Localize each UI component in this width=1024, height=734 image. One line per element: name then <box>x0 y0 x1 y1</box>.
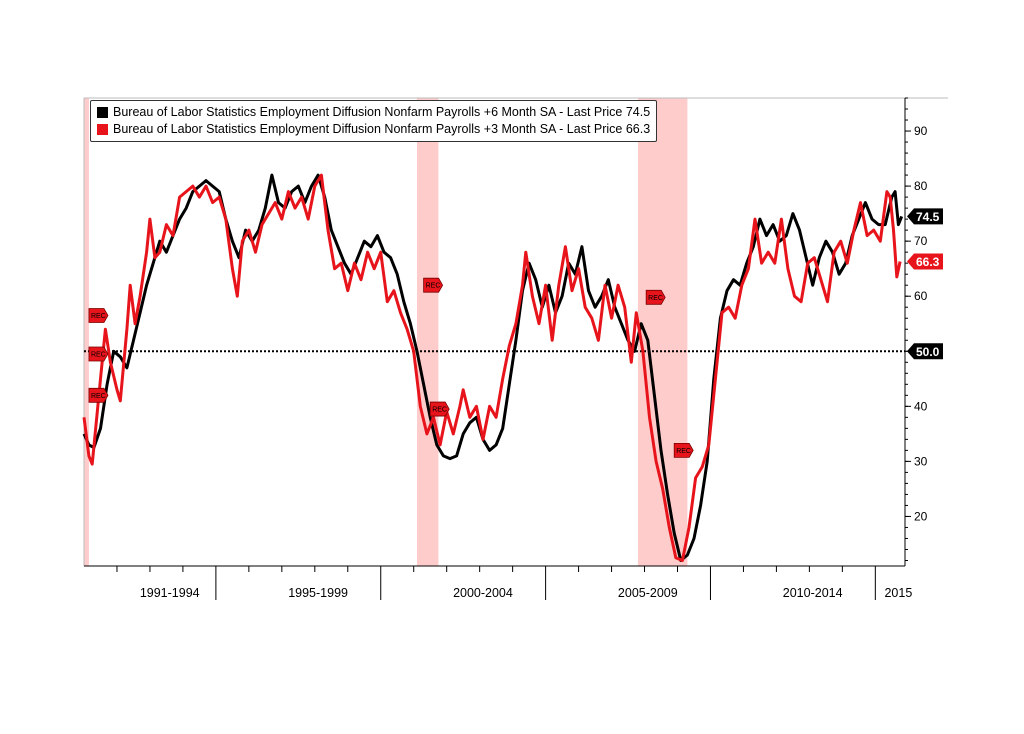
rec-marker-0: REC <box>88 308 109 323</box>
reference-tag-shape <box>907 343 943 360</box>
rec-marker-3: REC <box>423 277 444 293</box>
rec-marker-4: REC <box>429 401 450 417</box>
recession-band-1 <box>417 98 439 566</box>
rec-marker-shape <box>88 308 109 323</box>
rec-marker-label: REC <box>91 393 106 400</box>
rec-marker-shape <box>423 277 444 293</box>
recession-band-0 <box>84 98 89 566</box>
rec-marker-shape <box>88 346 109 362</box>
last-price-tag-1-text: 66.3 <box>916 255 940 269</box>
last-price-tag-0: 74.5 <box>907 208 943 225</box>
legend: Bureau of Labor Statistics Employment Di… <box>90 100 658 142</box>
rec-marker-label: REC <box>676 448 691 455</box>
y-tick-label-40: 40 <box>914 399 928 413</box>
rec-marker-shape <box>645 289 666 305</box>
x-period-label-4: 2010-2014 <box>783 586 843 600</box>
last-price-tag-0-shape <box>907 208 943 225</box>
rec-marker-2: REC <box>88 387 109 403</box>
rec-marker-label: REC <box>432 407 447 414</box>
series-line-1 <box>82 173 902 562</box>
y-tick-label-60: 60 <box>914 289 928 303</box>
rec-marker-label: REC <box>648 295 663 302</box>
rec-marker-label: REC <box>91 352 106 359</box>
rec-marker-5: REC <box>645 289 666 305</box>
rec-marker-1: REC <box>88 346 109 362</box>
last-price-tag-1-shape <box>907 253 943 270</box>
last-price-tag-0-text: 74.5 <box>916 210 940 224</box>
legend-item-3-month: Bureau of Labor Statistics Employment Di… <box>97 121 650 138</box>
rec-marker-label: REC <box>426 283 441 290</box>
rec-marker-6: REC <box>673 442 694 458</box>
last-price-tag-1: 66.3 <box>907 253 943 270</box>
legend-label-3-month: Bureau of Labor Statistics Employment Di… <box>113 122 651 136</box>
reference-tag-text: 50.0 <box>916 345 940 359</box>
series-lines <box>82 173 904 562</box>
legend-label-6-month: Bureau of Labor Statistics Employment Di… <box>113 105 651 119</box>
y-tick-label-80: 80 <box>914 179 928 193</box>
y-tick-label-20: 20 <box>914 509 928 523</box>
series-line-0 <box>82 173 904 562</box>
y-axis: 2030405060708090 <box>905 97 928 561</box>
legend-swatch-3-month <box>97 124 108 135</box>
x-period-label-0: 1991-1994 <box>140 586 200 600</box>
last-price-tags: 50.0 74.5 66.3 <box>907 208 943 360</box>
x-axis: 1991-1994 1995-1999 2000-2004 2005-2009 2010… <box>116 566 912 600</box>
rec-marker-label: REC <box>91 313 106 320</box>
rec-marker-shape <box>429 401 450 417</box>
y-tick-label-90: 90 <box>914 124 928 138</box>
legend-swatch-6-month <box>97 107 108 118</box>
plot-frame <box>83 97 948 567</box>
x-period-label-1: 1995-1999 <box>288 586 348 600</box>
x-period-label-3: 2005-2009 <box>618 586 678 600</box>
y-tick-label-70: 70 <box>914 234 928 248</box>
recession-markers: REC REC REC REC REC REC REC <box>88 277 694 458</box>
legend-item-6-month: Bureau of Labor Statistics Employment Di… <box>97 104 650 121</box>
x-period-label-2: 2000-2004 <box>453 586 513 600</box>
reference-tag: 50.0 <box>907 343 943 360</box>
rec-marker-shape <box>673 442 694 458</box>
x-period-label-5: 2015 <box>884 586 912 600</box>
rec-marker-shape <box>88 387 109 403</box>
y-tick-label-30: 30 <box>914 454 928 468</box>
